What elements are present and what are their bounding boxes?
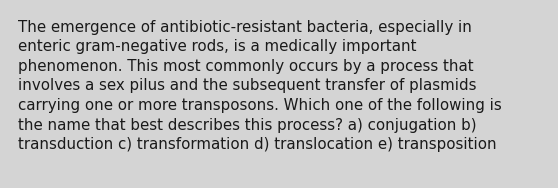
Text: The emergence of antibiotic-resistant bacteria, especially in
enteric gram-negat: The emergence of antibiotic-resistant ba… — [18, 20, 502, 152]
